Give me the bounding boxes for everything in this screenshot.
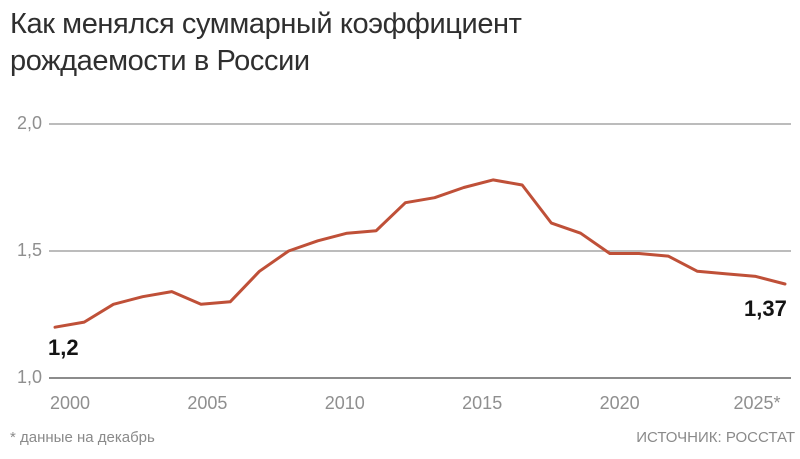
- y-tick-label: 2,0: [16, 113, 42, 133]
- x-tick-label: 2020: [599, 393, 640, 413]
- x-tick-label: 2010: [324, 393, 365, 413]
- x-tick-label: 2015: [462, 393, 503, 413]
- source-credit: ИСТОЧНИК: РОССТАТ: [636, 429, 795, 446]
- last-point-value-label: 1,37: [744, 296, 787, 321]
- chart-title-line2: рождаемости в России: [10, 45, 310, 77]
- y-tick-label: 1,5: [16, 240, 42, 260]
- chart-title-line1: Как менялся суммарный коэффициент: [10, 8, 522, 40]
- x-tick-label: 2025*: [733, 393, 781, 413]
- x-tick-label: 2005: [187, 393, 228, 413]
- y-tick-label: 1,0: [16, 367, 42, 387]
- footnote: * данные на декабрь: [10, 429, 155, 446]
- x-tick-label: 2000: [49, 393, 91, 413]
- fertility-rate-line: [53, 178, 787, 329]
- chart-title: Как менялся суммарный коэффициент рождаем…: [10, 6, 522, 80]
- first-point-value-label: 1,2: [48, 335, 79, 360]
